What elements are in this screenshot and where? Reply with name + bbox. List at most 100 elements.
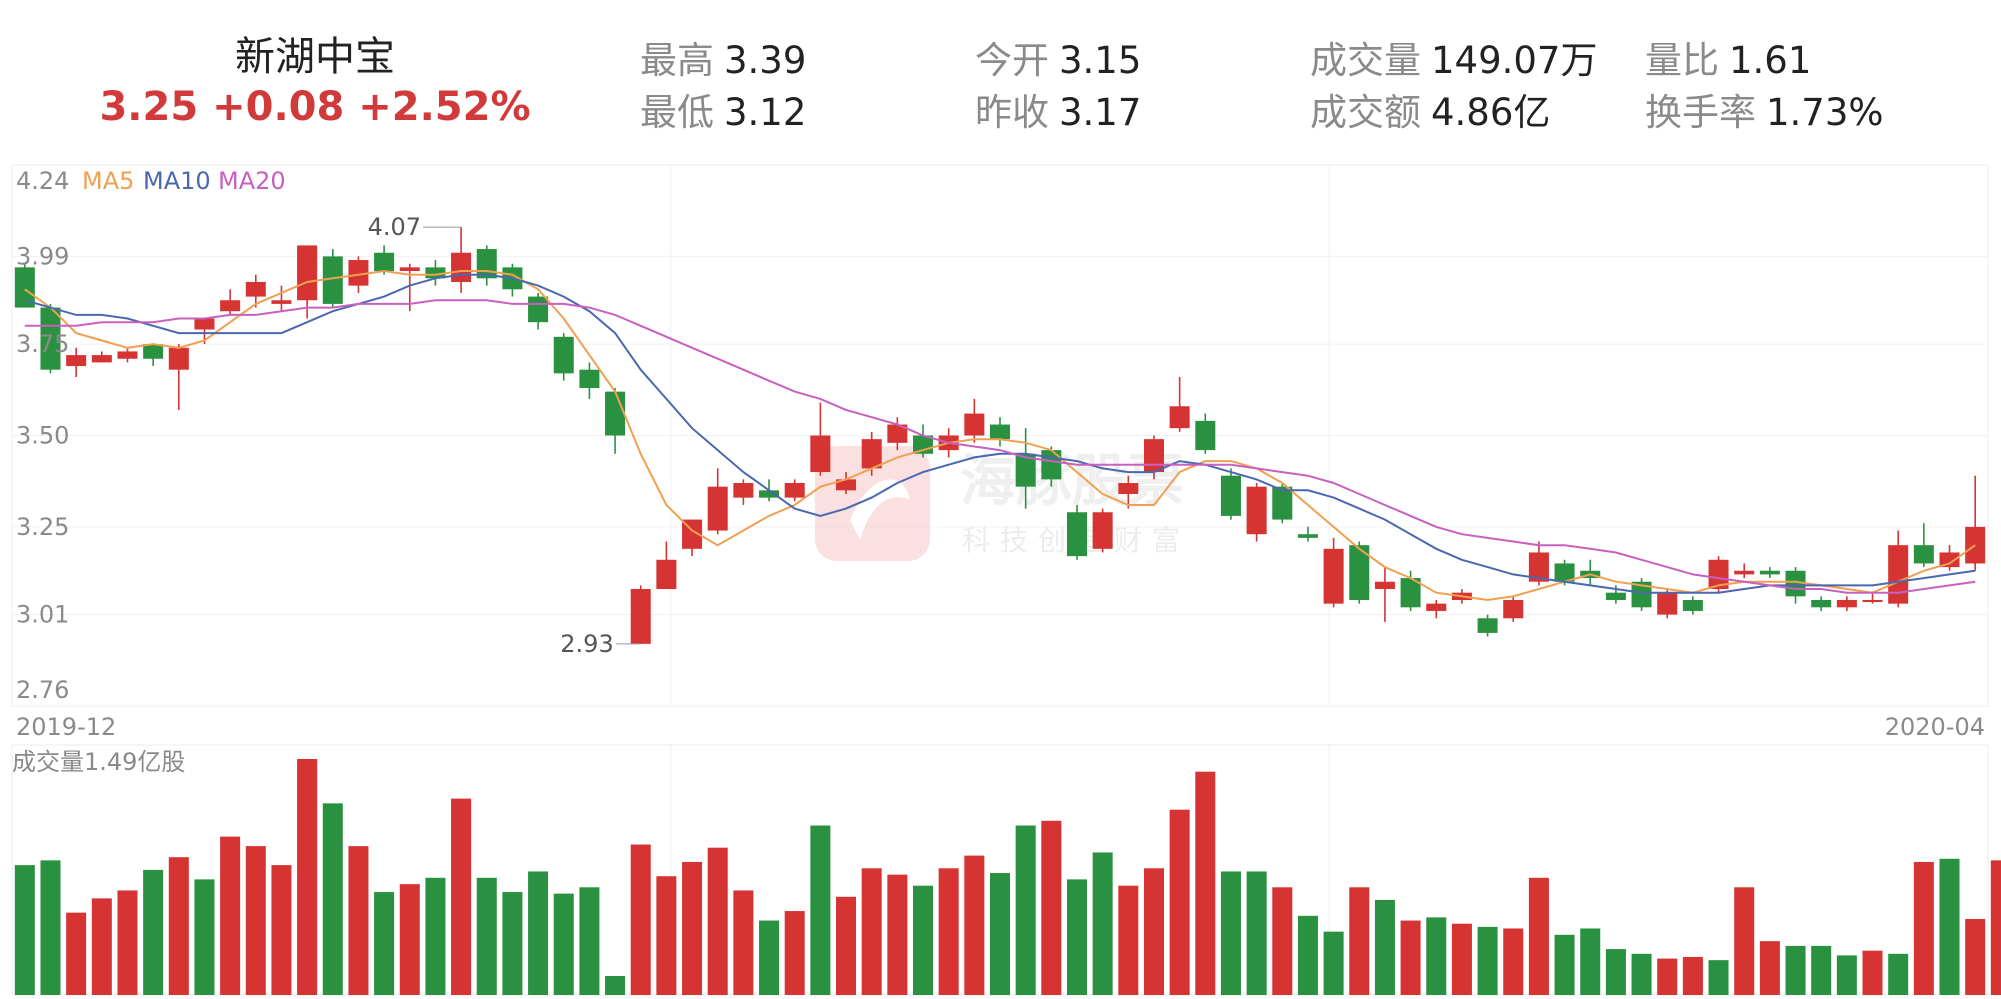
volume-bar xyxy=(271,865,292,995)
volume-bar xyxy=(1990,860,2001,995)
volume-bar xyxy=(1913,861,1934,995)
stat-label: 今开 xyxy=(975,39,1049,82)
candle-up xyxy=(656,559,677,590)
volume-bar xyxy=(579,887,600,995)
candle-down xyxy=(605,391,626,436)
legend-ma20: MA20 xyxy=(218,167,286,195)
candle-up xyxy=(1657,592,1678,615)
stat-value: 3.15 xyxy=(1059,39,1142,82)
stat-low: 最低 3.12 xyxy=(640,82,806,136)
volume-bar xyxy=(1272,887,1293,995)
candle-up xyxy=(271,300,292,304)
volume-bar xyxy=(1939,858,1960,995)
stat-turnover-amount: 成交额 4.86亿 xyxy=(1310,82,1550,136)
candle-up xyxy=(810,435,831,473)
current-price: 3.25 xyxy=(99,84,199,130)
y-tick-label: 4.24 xyxy=(16,167,69,195)
candle-up xyxy=(1503,599,1524,619)
candle-down xyxy=(40,307,61,370)
candle-up xyxy=(1143,439,1164,473)
candle-down xyxy=(1477,618,1498,633)
volume-bar xyxy=(1118,885,1139,995)
volume-bar xyxy=(374,892,395,995)
volume-bar xyxy=(707,847,728,995)
candle-down xyxy=(1272,486,1293,520)
volume-bar xyxy=(1349,887,1370,995)
candle-up xyxy=(1426,603,1447,611)
candle-up xyxy=(399,267,420,272)
volume-bar xyxy=(1580,928,1601,995)
candle-up xyxy=(1246,486,1267,535)
candle-up xyxy=(1734,570,1755,575)
volume-bar xyxy=(1041,820,1062,995)
volume-bar xyxy=(656,876,677,995)
candle-down xyxy=(528,296,549,323)
candle-down xyxy=(425,267,446,279)
y-tick-label: 3.25 xyxy=(16,513,69,541)
volume-bar xyxy=(1297,915,1318,995)
volume-bar xyxy=(1965,918,1986,995)
candle-up xyxy=(194,318,215,330)
stat-label: 成交额 xyxy=(1310,91,1421,134)
volume-bar xyxy=(1195,771,1216,995)
volume-bar xyxy=(630,844,651,995)
dolphin-icon xyxy=(850,479,910,540)
volume-bar xyxy=(1657,958,1678,995)
candle-down xyxy=(1349,545,1370,600)
x-tick-label: 2020-04 xyxy=(1885,713,1985,741)
volume-bar xyxy=(810,825,831,995)
legend-ma5: MA5 xyxy=(82,167,134,195)
price-quote: 3.25 +0.08 +2.52% xyxy=(0,84,630,130)
price-change: +0.08 xyxy=(212,84,345,130)
candle-up xyxy=(861,439,882,469)
candle-up xyxy=(220,300,241,312)
volume-bar xyxy=(220,836,241,995)
candle-up xyxy=(1888,545,1909,604)
candle-up xyxy=(451,252,472,282)
candle-up xyxy=(964,413,985,436)
volume-bar xyxy=(1323,931,1344,995)
volume-bars xyxy=(14,759,2001,995)
candle-down xyxy=(1220,475,1241,516)
stat-volume: 成交量 149.07万 xyxy=(1310,30,1597,84)
volume-bar xyxy=(1811,945,1832,995)
stat-volume-ratio: 量比 1.61 xyxy=(1645,30,1811,84)
candle-up xyxy=(836,479,857,491)
candle-down xyxy=(1015,453,1036,487)
volume-bar xyxy=(1143,868,1164,995)
volume-bar xyxy=(245,846,266,995)
volume-bar xyxy=(887,874,908,995)
price-change-pct: +2.52% xyxy=(358,84,531,130)
volume-bar xyxy=(66,912,87,995)
candle-up xyxy=(630,589,651,644)
candle-up xyxy=(1092,512,1113,549)
volume-bar xyxy=(348,846,369,995)
volume-bar xyxy=(1862,950,1883,995)
volume-bar xyxy=(1785,945,1806,995)
volume-bar xyxy=(1836,955,1857,995)
volume-bar xyxy=(759,920,780,995)
candle-up xyxy=(733,483,754,498)
stat-label: 成交量 xyxy=(1310,39,1421,82)
volume-bar xyxy=(1220,871,1241,995)
volume-bar xyxy=(964,855,985,995)
y-tick-label: 3.01 xyxy=(16,601,69,629)
volume-bar xyxy=(913,885,934,995)
volume-bar xyxy=(1503,928,1524,995)
volume-bar xyxy=(297,759,318,995)
stat-label: 换手率 xyxy=(1645,91,1756,134)
volume-bar xyxy=(1554,934,1575,995)
volume-bar xyxy=(1734,887,1755,995)
volume-bar xyxy=(1015,825,1036,995)
candle-up xyxy=(117,351,138,359)
candle-up xyxy=(1939,552,1960,568)
volume-bar xyxy=(1374,899,1395,995)
candle-down xyxy=(374,252,395,272)
volume-bar xyxy=(451,798,472,995)
candle-up xyxy=(1323,548,1344,604)
x-tick-label: 2019-12 xyxy=(16,713,116,741)
line-ma10 xyxy=(24,273,1976,594)
stat-value: 149.07万 xyxy=(1431,39,1598,82)
candle-up xyxy=(1708,559,1729,590)
